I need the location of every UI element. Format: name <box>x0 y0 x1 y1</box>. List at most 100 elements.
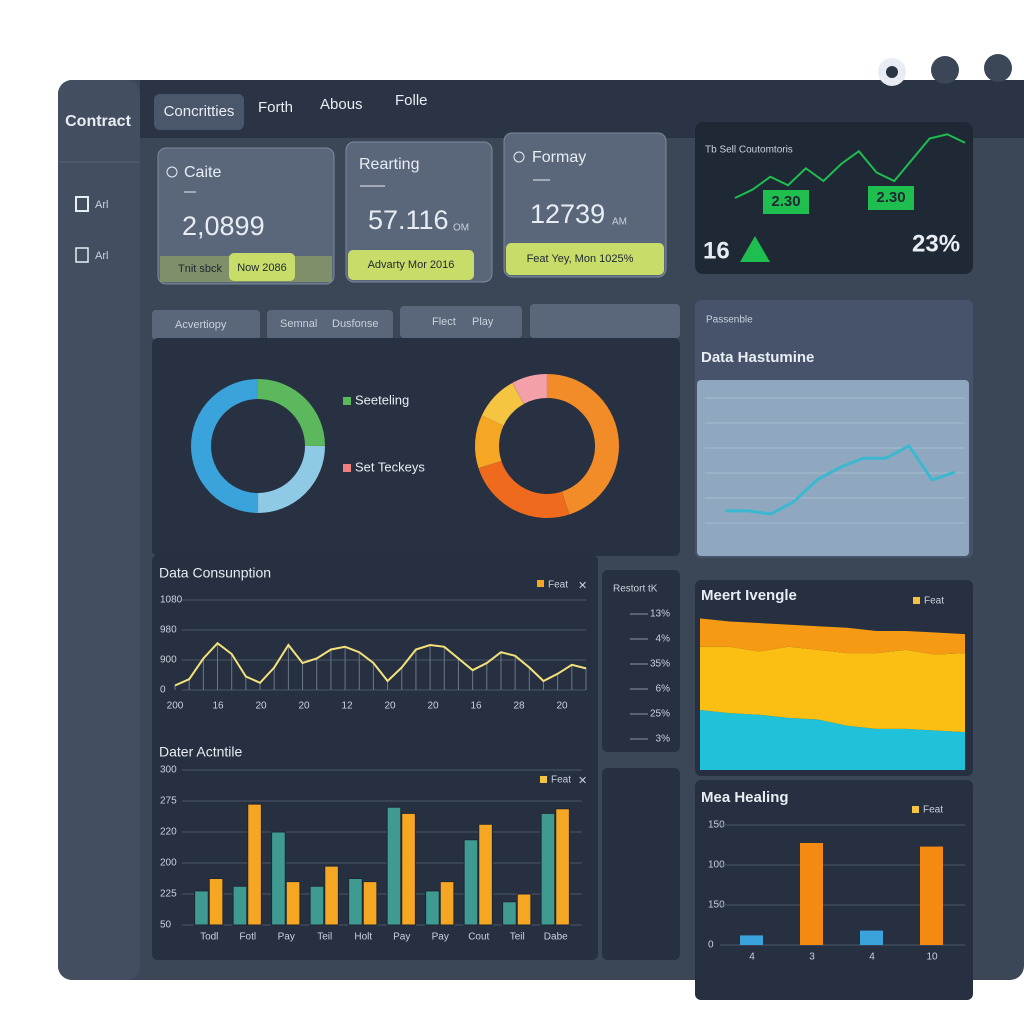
summary-card <box>695 122 973 274</box>
donut-segment <box>257 379 325 447</box>
bar <box>208 878 224 926</box>
card-icon <box>513 151 525 163</box>
tab[interactable] <box>267 310 393 340</box>
x-tick-label: Todl <box>200 932 218 943</box>
x-tick-label: 20 <box>427 701 439 712</box>
y-tick-label: 900 <box>160 655 177 666</box>
card-icon <box>166 166 178 178</box>
tab[interactable] <box>400 306 522 338</box>
menu-item[interactable]: Arl <box>95 250 108 262</box>
bar <box>463 839 479 926</box>
chart-title: Data Hastumine <box>701 349 814 366</box>
sparkline <box>734 133 966 199</box>
card-note: Advarty Mor 2016 <box>368 259 455 271</box>
y-tick-label: 225 <box>160 889 177 900</box>
chart-title: Meert Ivengle <box>701 587 797 604</box>
y-tick-label: 100 <box>708 860 725 871</box>
list-item: 35% <box>650 659 670 670</box>
bar <box>247 803 262 926</box>
card-unit: OM <box>453 223 469 234</box>
donut-segment <box>512 374 548 405</box>
y-tick-label: 1080 <box>160 595 183 606</box>
nav-tab[interactable]: Folle <box>395 92 428 109</box>
donut-segment <box>481 382 525 427</box>
card-note: Now 2086 <box>237 262 287 274</box>
legend-label: Feat <box>548 580 568 591</box>
legend-label: Seeteling <box>355 392 409 407</box>
user-button[interactable] <box>931 56 959 84</box>
nav-tab[interactable]: Forth <box>258 99 293 116</box>
tab-label[interactable]: Play <box>472 316 494 328</box>
bar <box>740 935 763 945</box>
close-button[interactable]: ✕ <box>578 580 587 592</box>
line <box>174 641 587 687</box>
close-button[interactable]: ✕ <box>578 775 587 787</box>
area <box>700 618 965 655</box>
card-title: Formay <box>532 149 586 166</box>
settings-icon <box>886 66 898 78</box>
card-title: Rearting <box>359 156 419 173</box>
menu-item[interactable]: Arl <box>95 199 108 211</box>
chart-title: Mea Healing <box>701 789 789 806</box>
empty-panel <box>602 768 680 960</box>
donut-segment <box>546 374 619 515</box>
bar <box>285 881 301 926</box>
tab-label[interactable]: Semnal <box>280 318 317 330</box>
more-button[interactable] <box>984 54 1012 82</box>
tab-label[interactable]: Flect <box>432 316 456 328</box>
x-tick-label: Pay <box>432 932 449 943</box>
x-tick-label: Dabe <box>544 932 568 943</box>
summary-stat: 23% <box>912 230 960 257</box>
card-value: 57.116 <box>368 205 449 235</box>
bar <box>386 806 402 926</box>
bar <box>502 901 517 926</box>
card-title: Caite <box>184 164 221 181</box>
x-tick-label: Teil <box>317 932 332 943</box>
x-tick-label: Holt <box>354 932 372 943</box>
nav-tab-active[interactable] <box>154 94 244 130</box>
y-tick-label: 0 <box>160 685 166 696</box>
y-tick-label: 200 <box>160 858 177 869</box>
donut-segment <box>475 415 504 469</box>
list-panel <box>602 570 680 752</box>
legend-swatch <box>343 397 351 405</box>
legend-swatch <box>912 806 919 813</box>
x-tick-label: 20 <box>384 701 396 712</box>
nav-tab[interactable]: Concritties <box>164 103 235 120</box>
nav-tab[interactable]: Abous <box>320 96 363 113</box>
x-tick-label: 12 <box>341 701 353 712</box>
card-note: Feat Yey, Mon 1025% <box>527 253 634 265</box>
card-value: 2,0899 <box>182 211 265 241</box>
area <box>700 646 965 733</box>
x-tick-label: 200 <box>167 701 184 712</box>
bar <box>232 885 248 926</box>
bar <box>401 812 416 926</box>
x-tick-label: 4 <box>749 952 755 963</box>
x-tick-label: 4 <box>869 952 875 963</box>
tab-label[interactable]: Dusfonse <box>332 318 378 330</box>
legend-swatch <box>540 776 547 783</box>
card-note: Tnit sbck <box>178 263 223 275</box>
stat-card <box>503 132 667 278</box>
summary-title: Tb Sell Coutomtoris <box>705 145 793 156</box>
tab-filter[interactable] <box>530 304 680 338</box>
bar <box>194 890 209 926</box>
donut-segment <box>257 445 325 513</box>
x-tick-label: 20 <box>298 701 310 712</box>
donut-segment <box>191 379 259 513</box>
list-title: Restort tK <box>613 584 658 595</box>
legend-swatch <box>537 580 544 587</box>
x-tick-label: Pay <box>393 932 410 943</box>
list-item: 6% <box>656 684 671 695</box>
card-value: 12739 <box>530 199 605 229</box>
x-tick-label: Pay <box>278 932 295 943</box>
x-tick-label: Teil <box>510 932 525 943</box>
summary-badge <box>763 190 809 214</box>
y-tick-label: 50 <box>160 920 172 931</box>
stat-card <box>157 147 335 285</box>
x-tick-label: 16 <box>212 701 224 712</box>
legend-label: Feat <box>924 596 944 607</box>
tab-label[interactable]: Acvertiopy <box>175 319 227 331</box>
y-tick-label: 220 <box>160 827 177 838</box>
tab[interactable] <box>152 310 260 340</box>
